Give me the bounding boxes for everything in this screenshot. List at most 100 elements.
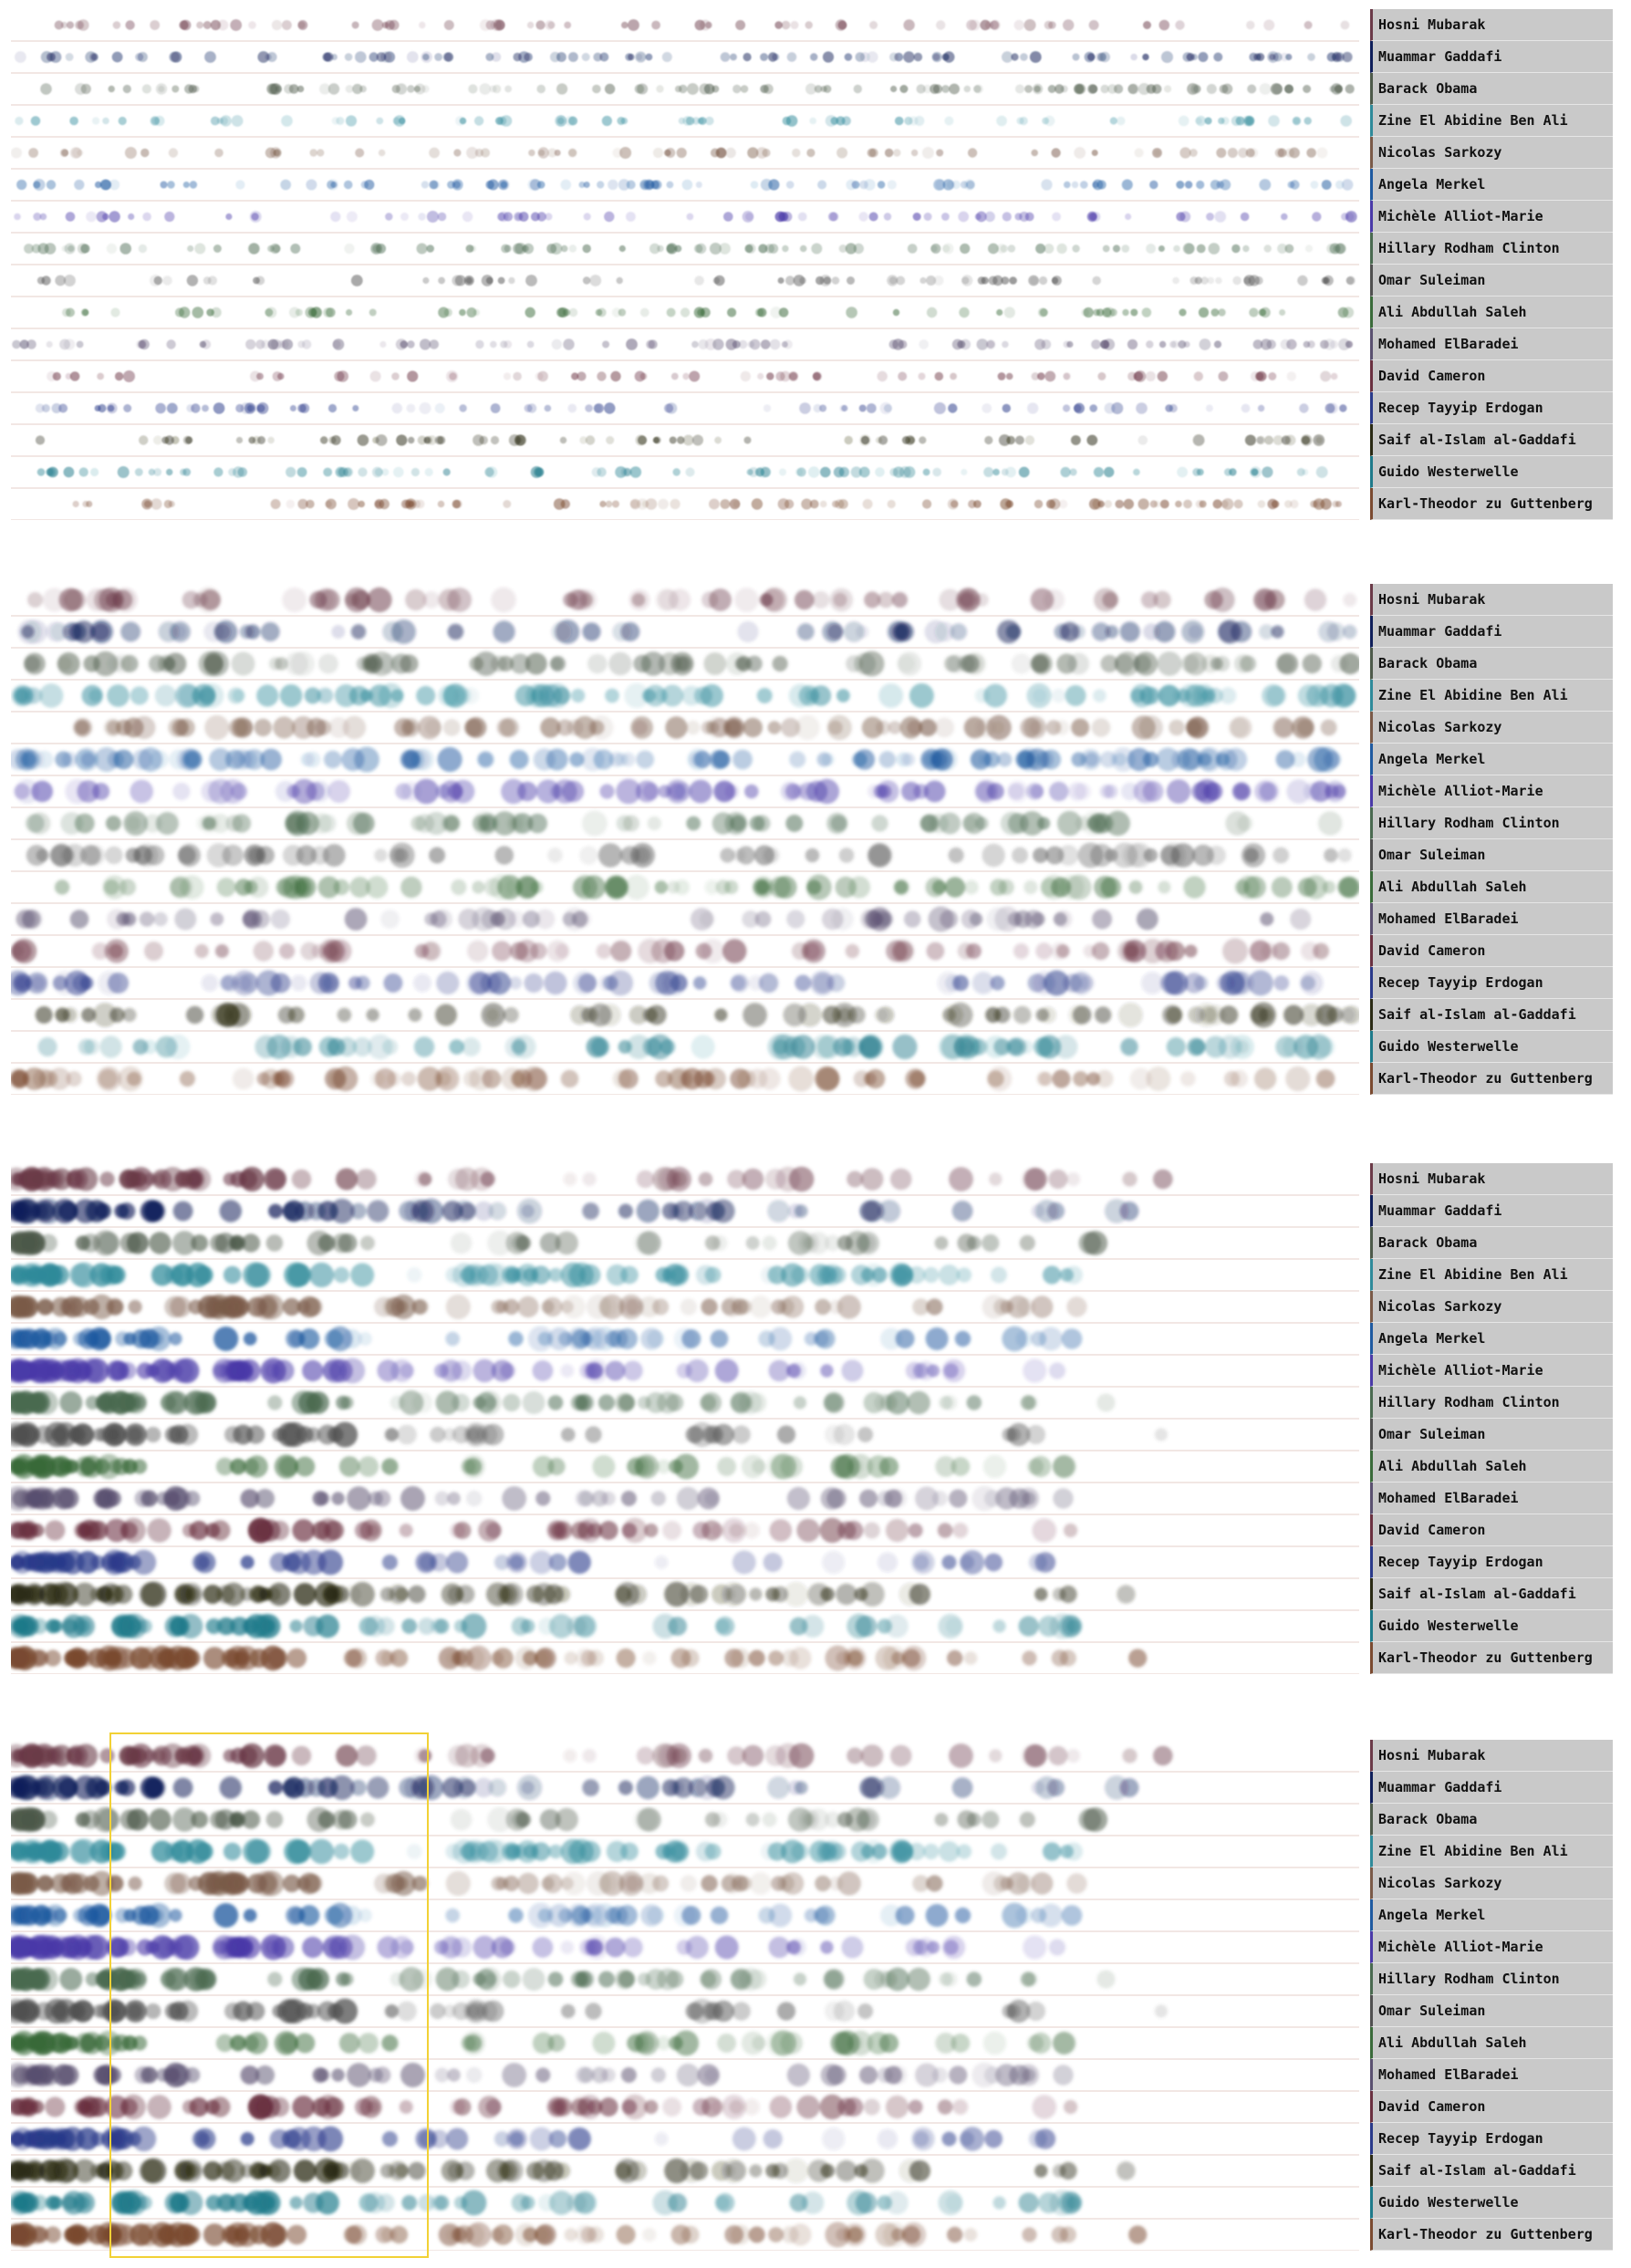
mention-dot <box>937 1523 953 1538</box>
mention-dot <box>1312 212 1322 222</box>
mention-dot <box>1031 1908 1047 1923</box>
mention-dot <box>1156 747 1180 772</box>
mention-dot <box>418 1172 432 1186</box>
mention-dot <box>768 1359 791 1382</box>
mention-dot <box>682 116 692 126</box>
mention-dot <box>338 1456 360 1477</box>
mention-dot <box>350 275 363 286</box>
mention-dot <box>547 1395 564 1410</box>
mention-dot <box>742 1168 764 1191</box>
mention-dot <box>647 1034 673 1060</box>
mention-dot <box>692 1522 711 1539</box>
mention-dot <box>119 1169 140 1190</box>
mention-dot <box>141 1491 158 1506</box>
mention-dot <box>466 1490 483 1507</box>
mention-dot <box>819 275 832 286</box>
mention-dot <box>1100 84 1109 94</box>
mention-dot <box>171 1840 194 1863</box>
mention-dot <box>1028 275 1039 286</box>
mention-dot <box>515 1235 532 1251</box>
mention-dot <box>1026 682 1052 709</box>
mention-dot <box>11 970 31 996</box>
mention-dot <box>509 750 529 769</box>
mention-dot <box>934 1236 949 1250</box>
mention-dot <box>106 1842 124 1861</box>
mention-dot <box>60 21 68 29</box>
mention-dot <box>636 780 659 803</box>
mention-dot <box>914 116 925 126</box>
mention-dot <box>331 625 346 639</box>
mention-dot <box>1262 684 1285 707</box>
mention-dot <box>1299 403 1309 413</box>
mention-dot <box>167 181 175 189</box>
mention-dot <box>215 2034 234 2053</box>
mention-dot <box>300 753 315 766</box>
mention-dot <box>372 436 379 444</box>
mention-dot <box>491 1359 514 1382</box>
mention-dot <box>586 1036 607 1057</box>
mention-dot <box>106 402 118 414</box>
mention-dot <box>1112 842 1138 869</box>
mention-dot <box>909 683 934 708</box>
mention-dot <box>762 588 784 611</box>
mention-dot <box>395 338 408 350</box>
mention-dot <box>402 748 425 771</box>
mention-dot <box>501 778 526 805</box>
row-marks <box>11 2094 1078 2120</box>
mention-dot <box>46 180 57 190</box>
mention-dot <box>737 620 759 643</box>
mention-dot <box>913 52 923 62</box>
mention-dot <box>1065 685 1086 706</box>
mention-dot <box>845 1807 870 1832</box>
mention-dot <box>636 750 655 769</box>
mention-dot <box>176 1423 199 1446</box>
mention-dot <box>80 244 90 254</box>
mention-dot <box>931 2067 948 2083</box>
mention-dot <box>1271 625 1284 639</box>
mention-dot <box>585 435 596 445</box>
mention-dot <box>780 370 791 382</box>
mention-dot <box>1099 784 1114 799</box>
mention-dot <box>582 1202 599 1220</box>
mention-dot <box>230 2034 246 2052</box>
mention-dot <box>1048 21 1056 29</box>
mention-dot <box>216 878 236 897</box>
mention-dot <box>231 651 255 676</box>
mention-dot <box>1059 1845 1074 1858</box>
mention-dot <box>287 1006 305 1024</box>
mention-dot <box>694 19 706 31</box>
mention-dot <box>215 1457 234 1476</box>
mention-dot <box>909 1070 926 1087</box>
mention-dot <box>515 1812 532 1827</box>
mention-dot <box>1023 19 1036 31</box>
mention-dot <box>323 940 346 962</box>
mention-dot <box>933 179 945 191</box>
mention-dot <box>688 1202 708 1221</box>
mention-dot <box>1317 811 1343 836</box>
mention-dot <box>1240 212 1250 222</box>
mention-dot <box>199 683 224 708</box>
mention-dot <box>537 1908 552 1923</box>
mention-dot <box>878 1776 901 1799</box>
mention-dot <box>277 372 285 380</box>
mention-dot <box>84 1908 99 1923</box>
mention-dot <box>382 1296 404 1317</box>
mention-dot <box>268 1780 283 1795</box>
mention-dot <box>836 1295 861 1319</box>
mention-dot <box>1244 434 1256 446</box>
mention-dot <box>243 1262 269 1288</box>
mention-dot <box>774 876 797 899</box>
mention-dot <box>829 588 854 612</box>
mention-dot <box>561 1427 576 1442</box>
mention-dot <box>858 650 885 677</box>
mention-dot <box>504 244 512 253</box>
mention-dot <box>1100 654 1118 673</box>
mention-dot <box>128 1876 142 1891</box>
mention-dot <box>799 402 811 414</box>
mention-dot <box>1091 622 1111 641</box>
mention-dot <box>23 619 47 644</box>
mention-dot <box>476 2001 498 2022</box>
mention-dot <box>523 243 535 255</box>
mention-dot <box>246 404 255 412</box>
mention-dot <box>191 1811 209 1828</box>
